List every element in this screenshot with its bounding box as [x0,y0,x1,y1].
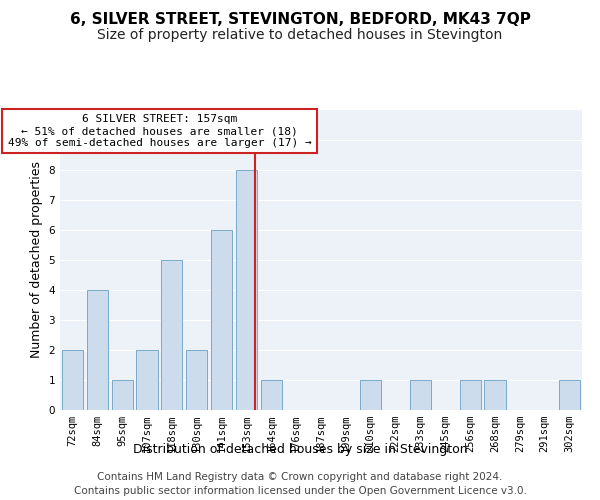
Text: 6, SILVER STREET, STEVINGTON, BEDFORD, MK43 7QP: 6, SILVER STREET, STEVINGTON, BEDFORD, M… [70,12,530,28]
Bar [261,380,282,410]
Bar [559,380,580,410]
Bar [87,290,108,410]
Bar [484,380,506,410]
Bar [211,230,232,410]
Bar [460,380,481,410]
Bar [186,350,207,410]
Bar [161,260,182,410]
Text: 6 SILVER STREET: 157sqm
← 51% of detached houses are smaller (18)
49% of semi-de: 6 SILVER STREET: 157sqm ← 51% of detache… [8,114,311,148]
Bar [112,380,133,410]
Text: Distribution of detached houses by size in Stevington: Distribution of detached houses by size … [133,442,467,456]
Bar [236,170,257,410]
Text: Size of property relative to detached houses in Stevington: Size of property relative to detached ho… [97,28,503,42]
Bar [62,350,83,410]
Text: Contains public sector information licensed under the Open Government Licence v3: Contains public sector information licen… [74,486,526,496]
Bar [410,380,431,410]
Bar [360,380,381,410]
Y-axis label: Number of detached properties: Number of detached properties [30,162,43,358]
Bar [136,350,158,410]
Text: Contains HM Land Registry data © Crown copyright and database right 2024.: Contains HM Land Registry data © Crown c… [97,472,503,482]
